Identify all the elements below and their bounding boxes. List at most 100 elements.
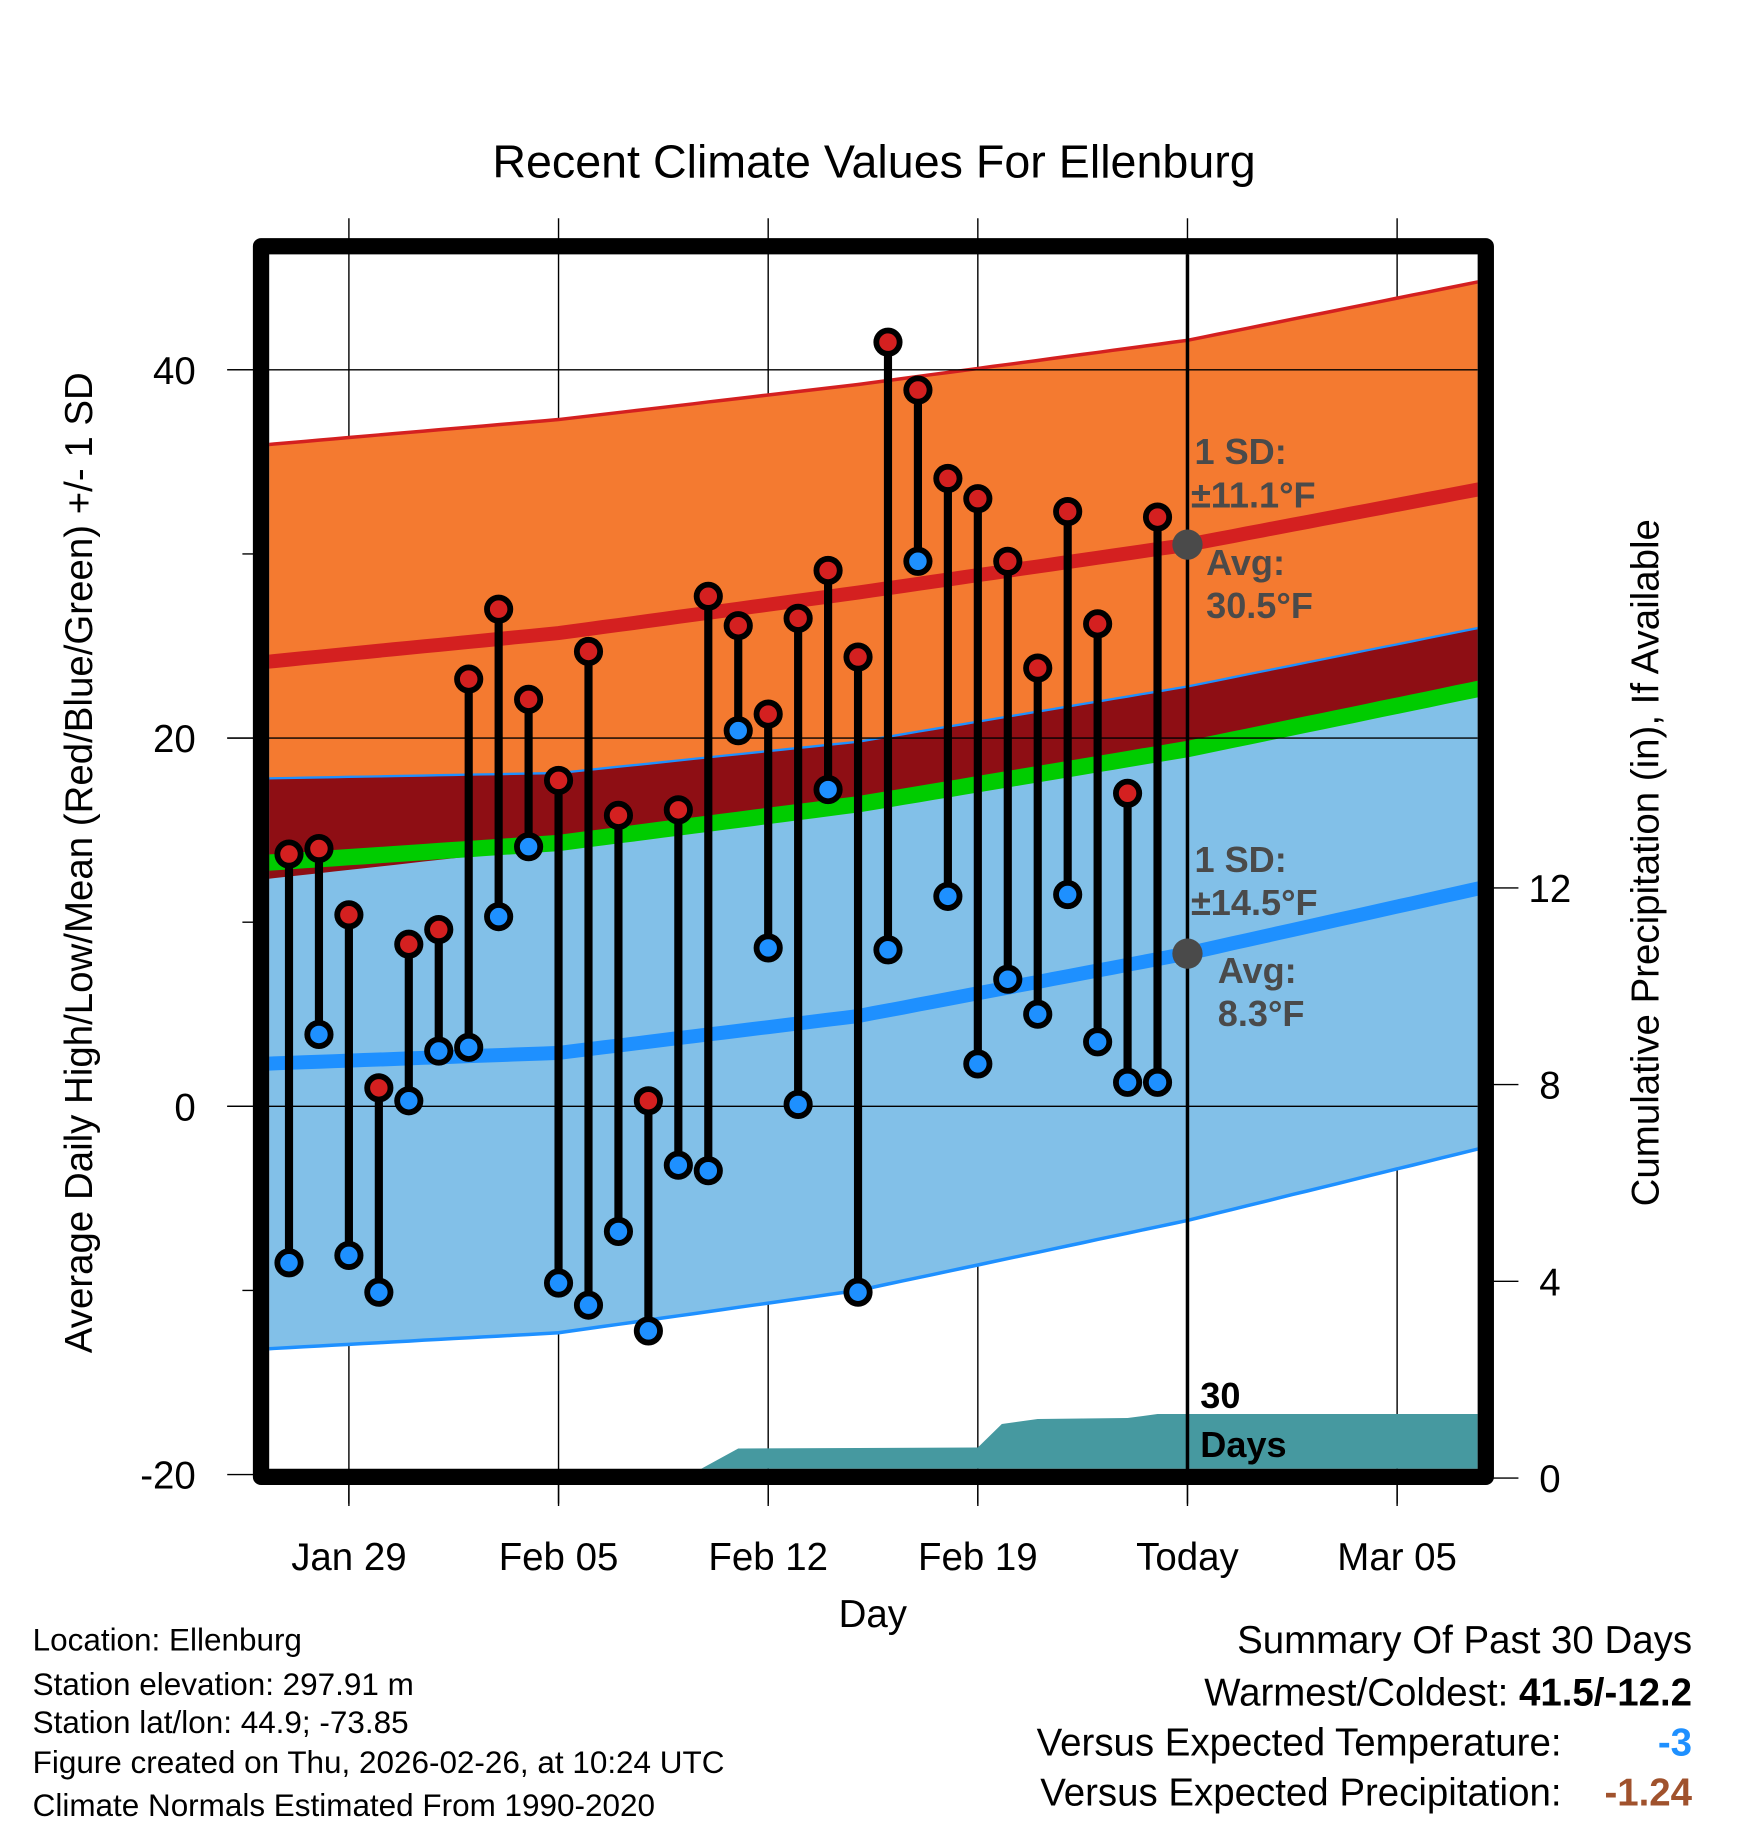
- y2-tick-label: 8: [1539, 1065, 1560, 1108]
- low-avg-value: 8.3°F: [1218, 993, 1305, 1034]
- y-tick-label: 40: [153, 350, 196, 393]
- x-tick-label: Feb 05: [499, 1536, 619, 1579]
- daily-high-point: [1023, 653, 1053, 683]
- daily-low-point: [993, 964, 1023, 994]
- summary-panel: Summary Of Past 30 Days Warmest/Coldest:…: [1037, 1619, 1693, 1815]
- daily-low-point: [573, 1290, 604, 1320]
- daily-high-point: [484, 594, 514, 624]
- daily-low-point: [1023, 999, 1053, 1029]
- daily-low-point: [364, 1277, 394, 1307]
- daily-high-point: [693, 581, 723, 611]
- daily-low-point: [484, 902, 514, 932]
- footer-created: Figure created on Thu, 2026-02-26, at 10…: [33, 1745, 725, 1780]
- daily-low-point: [753, 933, 783, 963]
- daily-high-point: [1142, 502, 1173, 532]
- daily-high-point: [274, 839, 304, 869]
- daily-high-point: [364, 1073, 394, 1103]
- daily-high-point: [543, 765, 574, 795]
- daily-low-point: [424, 1036, 454, 1066]
- y2-axis-label: Cumulative Precipitation (in), If Availa…: [1624, 519, 1667, 1206]
- horizontal-grid: [227, 369, 1478, 1107]
- daily-high-point: [993, 546, 1023, 576]
- x-tick-label: Today: [1136, 1536, 1239, 1579]
- precipitation-area: [701, 1414, 1478, 1469]
- y-axis-label: Average Daily High/Low/Mean (Red/Blue/Gr…: [58, 372, 101, 1353]
- high-avg-value: 30.5°F: [1206, 585, 1313, 626]
- daily-low-point: [933, 881, 963, 911]
- summary-precip-label: Versus Expected Precipitation:: [1040, 1771, 1561, 1814]
- high-avg-label: Avg:: [1206, 542, 1285, 583]
- y2-tick-label: 4: [1539, 1261, 1560, 1304]
- summary-temp-label: Versus Expected Temperature:: [1037, 1721, 1562, 1764]
- footer-elevation: Station elevation: 297.91 m: [33, 1667, 414, 1702]
- chart-title: Recent Climate Values For Ellenburg: [492, 136, 1255, 188]
- y-tick-label: 20: [153, 718, 196, 761]
- daily-low-point: [1142, 1067, 1173, 1097]
- daily-low-point: [813, 775, 843, 805]
- daily-low-point: [1083, 1027, 1113, 1057]
- daily-low-point: [663, 1150, 693, 1180]
- daily-high-point: [963, 484, 993, 514]
- daily-high-point: [903, 375, 933, 405]
- x-tick-label: Mar 05: [1337, 1536, 1457, 1579]
- daily-low-point: [633, 1316, 663, 1346]
- summary-warmest: Warmest/Coldest: 41.5/-12.2: [1204, 1671, 1692, 1714]
- low-lower-sd-line: [269, 1147, 1478, 1351]
- daily-high-point: [933, 463, 963, 493]
- x-axis-label: Day: [839, 1593, 908, 1636]
- daily-low-point: [903, 546, 933, 576]
- axes: Jan 29 Feb 05 Feb 12 Feb 19 Today Mar 0540200…: [140, 350, 1571, 1579]
- plot-frame: [252, 238, 1494, 1486]
- daily-high-point: [843, 642, 873, 672]
- y2-tick-label: 12: [1529, 868, 1572, 911]
- daily-low-point: [1053, 879, 1083, 910]
- window-days-number: 30: [1200, 1375, 1240, 1416]
- daily-high-point: [304, 833, 334, 864]
- daily-high-point: [633, 1086, 663, 1116]
- low-sd-value: ±14.5°F: [1191, 882, 1318, 923]
- low-avg-label: Avg:: [1218, 950, 1297, 991]
- daily-low-point: [783, 1089, 813, 1120]
- daily-high-point: [394, 929, 424, 959]
- high-sd-value: ±11.1°F: [1191, 474, 1316, 515]
- daily-high-point: [1053, 496, 1083, 527]
- x-tick-label: Feb 12: [708, 1536, 828, 1579]
- daily-high-point: [334, 900, 364, 930]
- daily-low-point: [723, 716, 753, 746]
- daily-marks: [274, 327, 1173, 1346]
- summary-precip-value: -1.24: [1604, 1771, 1692, 1814]
- daily-low-point: [454, 1032, 484, 1062]
- overlap-band: [269, 628, 1478, 879]
- low-avg-marker: [1172, 938, 1203, 969]
- daily-low-point: [334, 1240, 364, 1270]
- high-sd-label: 1 SD:: [1194, 431, 1286, 472]
- daily-low-point: [394, 1086, 424, 1116]
- daily-high-point: [603, 800, 634, 830]
- summary-title: Summary Of Past 30 Days: [1237, 1619, 1692, 1662]
- daily-low-point: [693, 1156, 723, 1186]
- summary-warmest-label: Warmest/Coldest:: [1204, 1671, 1519, 1714]
- daily-high-point: [573, 636, 604, 667]
- footer-normals: Climate Normals Estimated From 1990-2020: [33, 1788, 655, 1823]
- footer-info: Location: Ellenburg Station elevation: 2…: [33, 1622, 725, 1822]
- daily-low-point: [873, 935, 903, 965]
- daily-high-point: [514, 684, 544, 714]
- x-tick-label: Feb 19: [918, 1536, 1038, 1579]
- daily-high-point: [783, 603, 813, 633]
- daily-high-point: [663, 795, 693, 825]
- daily-low-point: [543, 1268, 574, 1298]
- daily-high-point: [1113, 778, 1143, 808]
- high-avg-marker: [1172, 529, 1203, 560]
- daily-high-point: [454, 664, 484, 694]
- daily-low-point: [963, 1049, 993, 1079]
- daily-low-point: [514, 832, 544, 862]
- x-tick-label: Jan 29: [291, 1536, 406, 1579]
- daily-high-point: [424, 914, 454, 945]
- precip-cumulative-area: [701, 1414, 1478, 1469]
- y-tick-label: -20: [140, 1455, 196, 1498]
- daily-high-point: [753, 699, 783, 729]
- daily-high-point: [813, 555, 843, 586]
- daily-high-point: [723, 611, 753, 641]
- daily-low-point: [1113, 1067, 1143, 1097]
